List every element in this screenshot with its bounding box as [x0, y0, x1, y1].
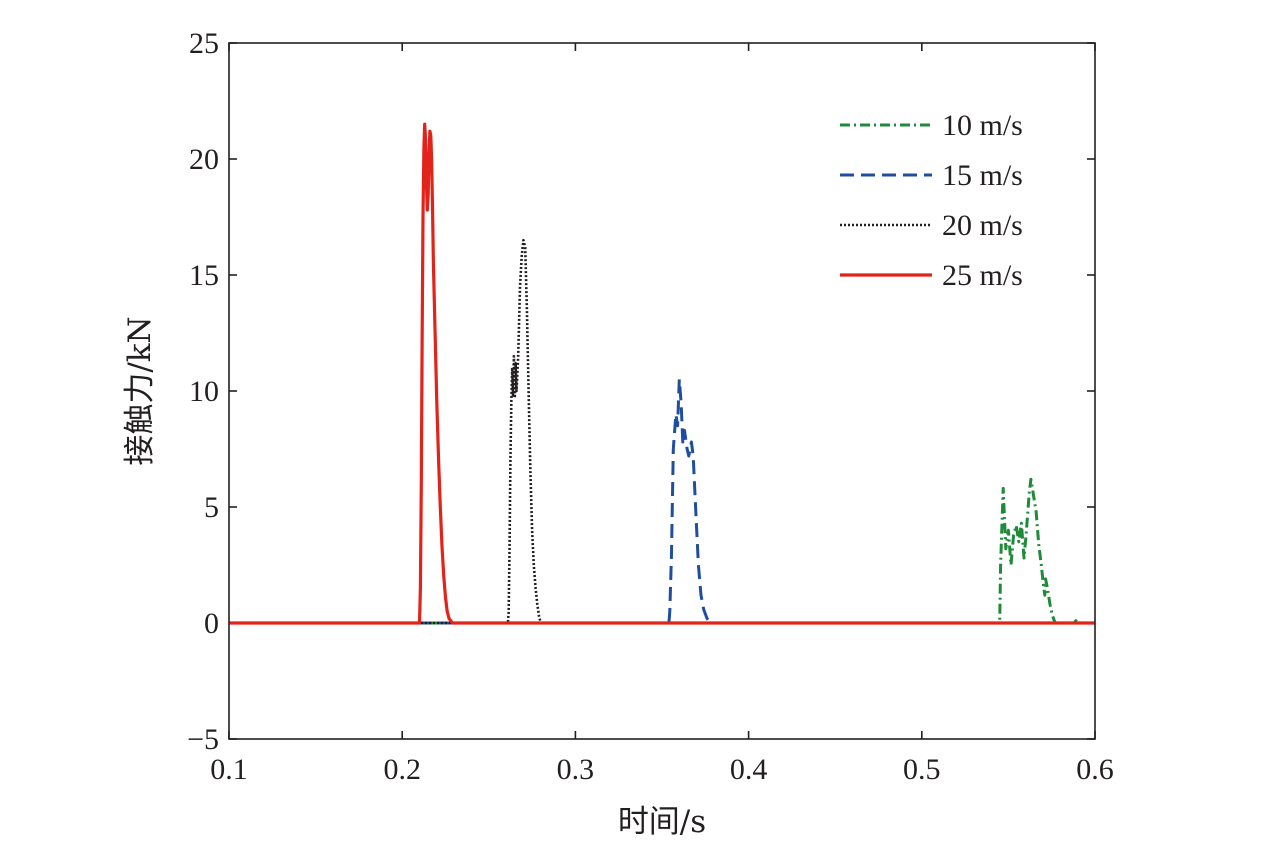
x-tick-label: 0.6	[1076, 753, 1114, 786]
y-tick-label: 15	[189, 259, 219, 292]
axis-ticks	[228, 42, 1096, 740]
x-tick-label: 0.5	[903, 753, 941, 786]
legend: 10 m/s 15 m/s 20 m/s 25 m/s	[840, 109, 1023, 292]
x-tick-label: 0.4	[730, 753, 768, 786]
legend-label: 15 m/s	[942, 159, 1023, 192]
tick-labels: 0.1 0.2 0.3 0.4 0.5 0.6 −5 0 5 10 15 20 25	[187, 27, 1114, 786]
y-tick-label: 10	[189, 375, 219, 408]
y-tick-label: 25	[189, 27, 219, 60]
series-line-10-m-s	[229, 477, 1095, 625]
series-line-25-m-s	[229, 122, 1095, 625]
x-tick-label: 0.2	[383, 753, 421, 786]
y-tick-label: 0	[204, 607, 219, 640]
y-tick-label: −5	[187, 723, 219, 756]
y-tick-label: 20	[189, 143, 219, 176]
series-line-20-m-s	[229, 238, 1095, 625]
legend-label: 25 m/s	[942, 259, 1023, 292]
legend-label: 20 m/s	[942, 209, 1023, 242]
legend-label: 10 m/s	[942, 109, 1023, 142]
x-tick-label: 0.1	[210, 753, 248, 786]
series-line-15-m-s	[229, 377, 1095, 625]
x-tick-label: 0.3	[557, 753, 595, 786]
plot-frame	[228, 42, 1096, 740]
series-layer	[229, 122, 1095, 625]
y-tick-label: 5	[204, 491, 219, 524]
x-axis-label: 时间/s	[618, 804, 706, 840]
y-axis-label: 接触力/kN	[122, 316, 158, 465]
